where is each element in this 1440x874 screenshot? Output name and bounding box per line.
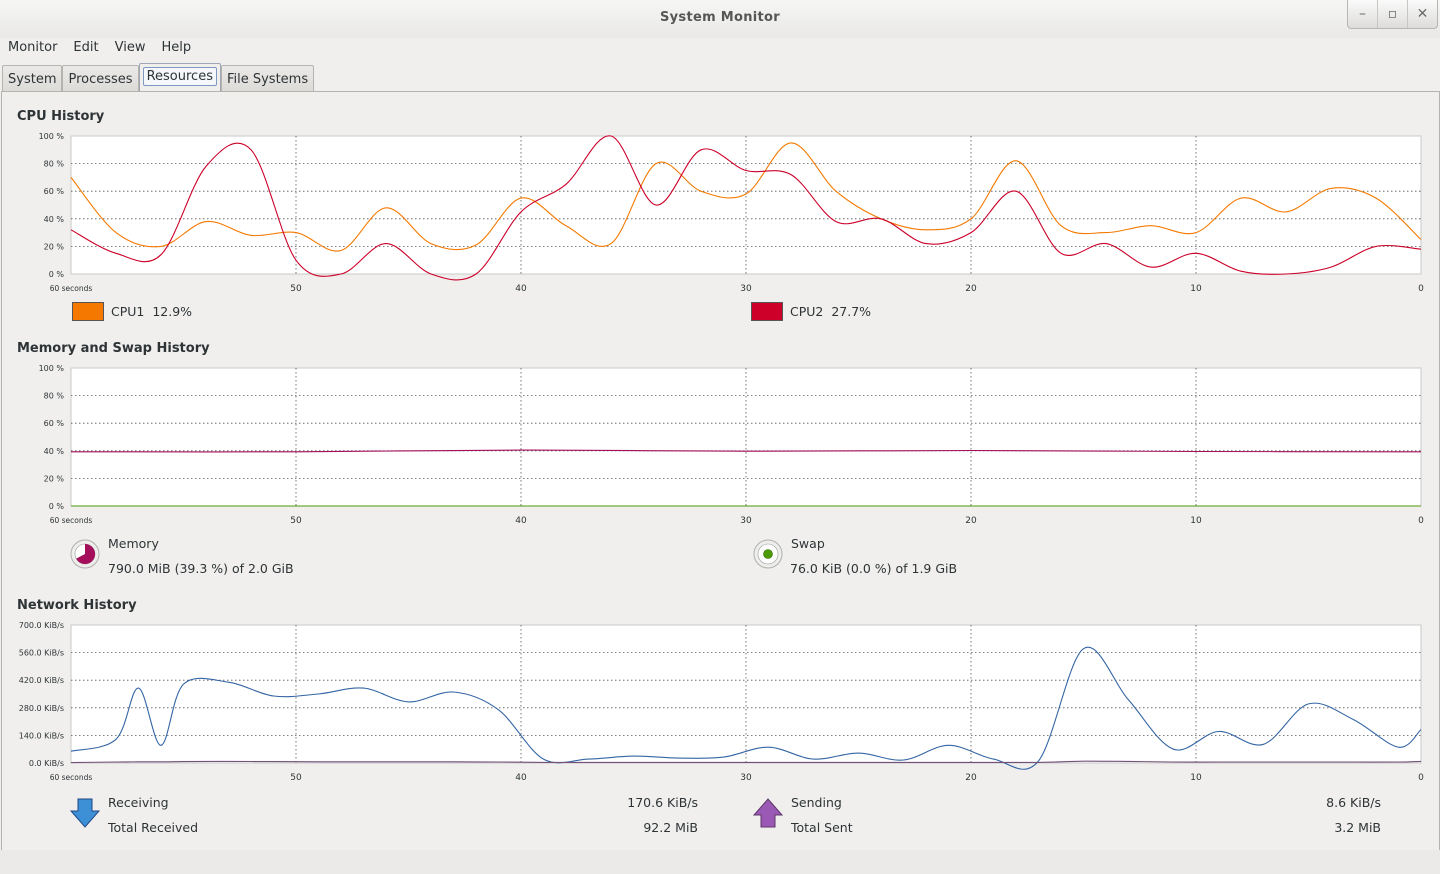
cpu-y-tick-label: 100 %: [39, 132, 65, 141]
sending-rate: 8.6 KiB/s: [1326, 795, 1381, 810]
cpu-y-tick-label: 60 %: [44, 187, 65, 196]
sending-label: Sending: [791, 795, 842, 810]
memory-x-tick-label: 40: [515, 516, 527, 526]
network-y-tick-label: 280.0 KiB/s: [19, 704, 64, 713]
network-receiving-line: [70, 646, 1422, 770]
memory-x-tick-label: 0: [1418, 516, 1424, 526]
maximize-icon[interactable]: ▫: [1377, 0, 1407, 28]
network-x-tick-label: 30: [740, 773, 752, 783]
menu-edit[interactable]: Edit: [73, 40, 99, 55]
memory-y-tick-label: 100 %: [39, 364, 65, 373]
network-history-chart: 700.0 KiB/s 560.0 KiB/s 420.0 KiB/s 280.0 K…: [19, 621, 1424, 783]
network-x-tick-label: 20: [965, 773, 977, 783]
memory-y-tick-label: 20 %: [44, 474, 65, 483]
network-y-tick-label: 700.0 KiB/s: [19, 621, 64, 630]
swap-pie-icon[interactable]: [752, 538, 784, 570]
cpu2-legend: CPU2 27.7%: [790, 304, 871, 319]
total-received-label: Total Received: [108, 820, 199, 835]
menu-view[interactable]: View: [114, 40, 146, 55]
memory-x-tick-label: 10: [1190, 516, 1202, 526]
cpu-y-tick-label: 40 %: [44, 215, 65, 224]
menu-monitor[interactable]: Monitor: [8, 40, 58, 55]
total-sent-value: 3.2 MiB: [1334, 820, 1381, 835]
cpu-x-tick-label: 50: [290, 284, 302, 294]
memory-pie-icon[interactable]: [69, 538, 101, 570]
memory-label: Memory: [108, 536, 159, 551]
minimize-icon[interactable]: –: [1359, 6, 1366, 22]
memory-y-tick-label: 40 %: [44, 447, 65, 456]
total-sent-label: Total Sent: [791, 820, 853, 835]
memory-history-chart: 100 % 80 % 60 % 40 % 20 % 0 % 60 seconds 50 40 30…: [39, 364, 1425, 526]
memory-y-tick-label: 60 %: [44, 419, 65, 428]
cpu-cpu2-line: [70, 135, 1422, 281]
receiving-label: Receiving: [108, 795, 169, 810]
cpu2-label: CPU2: [790, 304, 824, 319]
network-y-tick-label: 140.0 KiB/s: [19, 731, 64, 740]
status-bar: [0, 850, 1440, 874]
memory-y-tick-label: 80 %: [44, 392, 65, 401]
cpu-x-tick-label: 30: [740, 284, 752, 294]
memory-x-tick-label: 30: [740, 516, 752, 526]
total-received-value: 92.2 MiB: [643, 820, 698, 835]
memory-memory-line: [70, 449, 1422, 453]
cpu1-legend: CPU1 12.9%: [111, 304, 192, 319]
cpu-y-tick-label: 20 %: [44, 242, 65, 251]
window-controls: – ▫ ✕: [1347, 0, 1438, 29]
sending-arrow-icon[interactable]: [753, 797, 783, 829]
tab-file-systems[interactable]: File Systems: [220, 65, 315, 91]
cpu2-value: 27.7%: [831, 304, 872, 319]
memory-detail: 790.0 MiB (39.3 %) of 2.0 GiB: [108, 561, 294, 576]
network-x-tick-label: 40: [515, 773, 527, 783]
network-sending-line: [70, 760, 1422, 764]
tab-resources-label: Resources: [142, 67, 217, 86]
cpu-x-tick-label: 40: [515, 284, 527, 294]
cpu-history-title: CPU History: [17, 109, 105, 124]
receiving-arrow-icon[interactable]: [70, 797, 100, 829]
menu-help[interactable]: Help: [161, 40, 192, 55]
cpu-x-tick-label: 20: [965, 284, 977, 294]
tab-resources[interactable]: Resources: [138, 63, 221, 91]
cpu-history-chart: 100 % 80 % 60 % 40 % 20 % 0 % 60 seconds 50 40 30…: [39, 132, 1425, 294]
tab-system[interactable]: System: [2, 65, 63, 91]
cpu1-value: 12.9%: [152, 304, 193, 319]
cpu1-label: CPU1: [111, 304, 145, 319]
memory-history-title: Memory and Swap History: [17, 341, 210, 356]
network-history-title: Network History: [17, 598, 137, 613]
receiving-rate: 170.6 KiB/s: [627, 795, 698, 810]
network-y-tick-label: 420.0 KiB/s: [19, 676, 64, 685]
network-x-tick-label: 0: [1418, 773, 1424, 783]
cpu-y-tick-label: 0 %: [49, 270, 65, 279]
network-y-tick-label: 0.0 KiB/s: [29, 759, 64, 768]
window-title: System Monitor: [659, 10, 780, 25]
swap-label: Swap: [791, 536, 825, 551]
title-bar: System Monitor – ▫ ✕: [0, 0, 1440, 38]
tab-strip: System Processes Resources File Systems: [2, 63, 315, 91]
cpu1-color-swatch[interactable]: [72, 302, 104, 321]
memory-x-tick-label: 50: [290, 516, 302, 526]
network-x-tick-label: 60 seconds: [50, 773, 93, 782]
cpu2-color-swatch[interactable]: [751, 302, 783, 321]
swap-detail: 76.0 KiB (0.0 %) of 1.9 GiB: [790, 561, 958, 576]
memory-x-tick-label: 60 seconds: [50, 516, 93, 525]
network-x-tick-label: 50: [290, 773, 302, 783]
cpu-x-tick-label: 60 seconds: [50, 284, 93, 293]
memory-x-tick-label: 20: [965, 516, 977, 526]
network-x-tick-label: 10: [1190, 773, 1202, 783]
network-y-tick-label: 560.0 KiB/s: [19, 649, 64, 658]
memory-y-tick-label: 0 %: [49, 502, 65, 511]
close-icon[interactable]: ✕: [1407, 0, 1437, 28]
menu-bar: Monitor Edit View Help: [0, 38, 1440, 60]
tab-processes[interactable]: Processes: [62, 65, 139, 91]
cpu-cpu1-line: [70, 142, 1422, 252]
cpu-x-tick-label: 0: [1418, 284, 1424, 294]
cpu-x-tick-label: 10: [1190, 284, 1202, 294]
cpu-y-tick-label: 80 %: [44, 160, 65, 169]
